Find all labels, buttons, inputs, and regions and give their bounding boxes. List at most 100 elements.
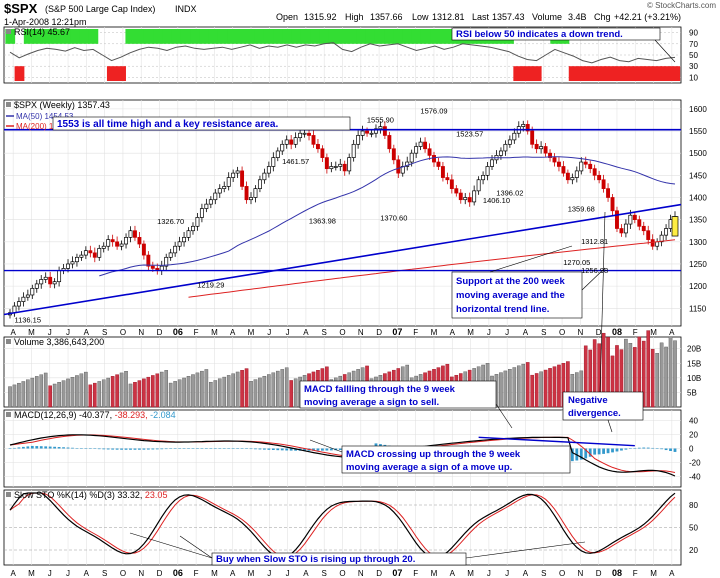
volume-y-tick: 20B	[687, 345, 701, 354]
rsi-overbought-band	[5, 29, 16, 44]
rising-trend-line	[3, 203, 682, 316]
open-label: Open	[276, 12, 298, 22]
x-tick-label: D	[596, 328, 602, 337]
support-annotation: Support at the 200 week moving average a…	[451, 245, 606, 319]
x-tick-label: A	[303, 569, 309, 578]
x-tick-label: O	[339, 569, 345, 578]
resistance-annotation-text: 1553 is all time high and a key resistan…	[57, 119, 278, 130]
macd-histogram-bar	[316, 448, 320, 451]
price-bar-body	[88, 250, 93, 254]
macd-histogram-bar	[93, 448, 97, 449]
price-bar-body	[240, 170, 245, 187]
price-bar-body	[574, 170, 579, 178]
macd-histogram-bar	[267, 448, 271, 450]
rsi-overbought-band	[33, 29, 43, 44]
rsi-overbought-band	[365, 29, 376, 44]
price-y-tick: 1300	[689, 238, 707, 247]
price-bar-body	[597, 174, 602, 181]
macd-histogram-bar	[611, 448, 614, 453]
x-tick-label: J	[487, 569, 491, 578]
volume-bar	[293, 378, 298, 408]
price-label: 1326.70	[157, 217, 184, 226]
volume-bar	[508, 369, 512, 408]
price-label: 1576.09	[420, 106, 447, 115]
volume-bar	[267, 374, 271, 408]
x-tick-label: J	[48, 569, 52, 578]
rsi-overbought-band	[411, 29, 422, 44]
macd-histogram-bar	[231, 448, 235, 449]
volume-y-tick: 5B	[687, 388, 697, 397]
macd-histogram-bar	[88, 448, 92, 449]
macd-buy-annotation: MACD crossing up through the 9 week movi…	[309, 439, 571, 474]
rsi-oversold-band	[106, 66, 117, 81]
price-bar-body	[208, 199, 213, 205]
open-value: 1315.92	[304, 12, 337, 22]
x-tick-label: A	[84, 328, 90, 337]
rsi-oversold-band	[596, 66, 607, 81]
sto-annotation-text: Buy when Slow STO is rising up through 2…	[216, 554, 415, 565]
rsi-overbought-band	[310, 29, 320, 44]
rsi-oversold-band	[578, 66, 588, 81]
volume-bar	[146, 376, 151, 408]
volume-bar	[280, 369, 285, 408]
macd-histogram-bar	[303, 448, 306, 451]
macd-histogram-bar	[53, 446, 57, 449]
chart-date: 1-Apr-2008 12:21pm	[4, 17, 87, 27]
rsi-overbought-band	[88, 29, 99, 44]
volume-bar	[21, 381, 26, 408]
price-bar-body	[338, 163, 343, 167]
macd-histogram-bar	[646, 447, 650, 449]
x-tick-label: N	[138, 569, 144, 578]
price-bar-body	[414, 146, 419, 154]
price-y-tick: 1550	[689, 127, 707, 136]
macd-histogram-bar	[209, 448, 213, 449]
volume-bar	[168, 382, 173, 408]
macd-histogram-bar	[142, 448, 146, 450]
price-label: 1136.15	[14, 315, 41, 324]
volume-bar	[48, 385, 52, 408]
macd-histogram-bar	[84, 448, 88, 449]
price-bar-body	[552, 157, 557, 163]
macd-histogram-bar	[334, 448, 338, 451]
rsi-overbought-band	[328, 29, 339, 44]
macd-histogram-bar	[39, 446, 43, 449]
rsi-overbought-band	[171, 29, 182, 44]
macd-legend-macd-value: -40.377,	[79, 410, 112, 420]
volume-bar	[539, 371, 543, 408]
macd-histogram-bar	[620, 448, 623, 451]
rsi-overbought-band	[217, 29, 228, 44]
volume-bar	[655, 353, 659, 408]
price-bar-body	[106, 239, 111, 247]
price-bar-body	[583, 161, 588, 165]
volume-bar	[70, 376, 75, 408]
volume-bar	[137, 380, 142, 408]
x-tick-label: 06	[173, 568, 183, 578]
rsi-overbought-band	[420, 29, 431, 44]
price-label: 1312.81	[581, 237, 608, 246]
macd-legend-text: MACD(12,26,9) -40.377, -38.293, -2.084	[14, 410, 176, 420]
volume-bar	[195, 372, 200, 408]
price-bar-body	[70, 261, 75, 265]
volume-bar	[200, 370, 204, 408]
price-bar-body	[601, 179, 606, 189]
x-tick-label: O	[120, 328, 126, 337]
volume-bar	[240, 370, 244, 408]
price-bar-body	[182, 237, 187, 243]
price-bar-body	[231, 172, 236, 178]
volume-bar	[521, 363, 526, 408]
price-bar-body	[405, 161, 410, 167]
volume-bar	[271, 372, 276, 408]
rsi-overbought-band	[134, 29, 145, 44]
price-bar-body	[436, 161, 441, 167]
x-tick-label: S	[541, 569, 546, 578]
x-tick-label: M	[431, 328, 438, 337]
rsi-overbought-band	[282, 29, 293, 44]
volume-bar	[92, 382, 97, 408]
price-bar-body	[320, 148, 325, 158]
x-tick-label: J	[267, 328, 271, 337]
x-tick-label: M	[211, 328, 218, 337]
sto-layer	[9, 492, 676, 559]
macd-histogram-bar	[258, 448, 262, 450]
x-tick-label: A	[10, 328, 16, 337]
volume-bar	[209, 381, 213, 408]
